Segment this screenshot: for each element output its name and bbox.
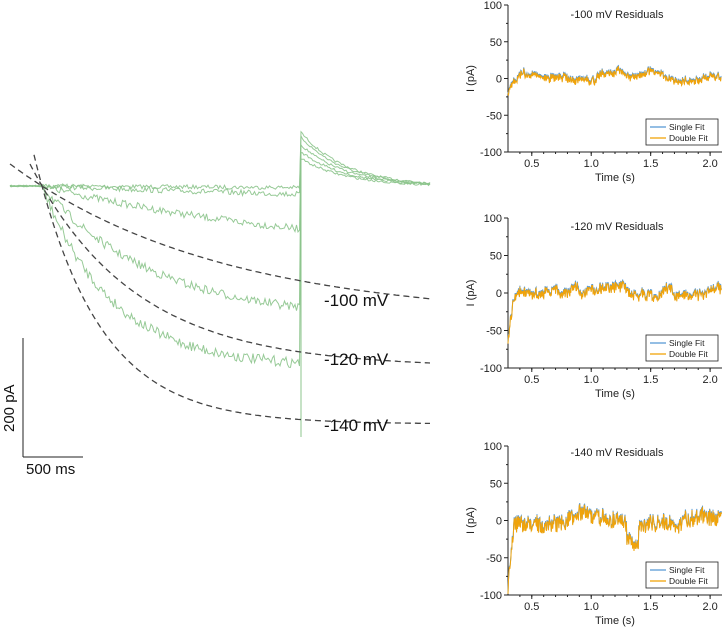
trace-lines bbox=[9, 130, 431, 437]
panel-title: -100 mV Residuals bbox=[571, 9, 664, 21]
y-axis-label: I (pA) bbox=[465, 280, 477, 307]
x-axis-label: Time (s) bbox=[595, 615, 635, 627]
x-tick-label: 1.5 bbox=[643, 158, 658, 170]
exponential-fit bbox=[33, 154, 430, 425]
scale-bar-time-label: 500 ms bbox=[26, 461, 75, 478]
y-tick-label: -50 bbox=[486, 326, 502, 338]
x-tick-label: 1.5 bbox=[643, 601, 658, 613]
panel-title: -120 mV Residuals bbox=[571, 221, 664, 233]
current-trace bbox=[9, 135, 431, 198]
exponential-fit bbox=[29, 163, 431, 364]
x-tick-label: 1.0 bbox=[584, 374, 599, 386]
residuals-panel-100mv: 100 50 0 -50 -100 0.5 1.0 1.5 2.0 Time (s) I (pA) -… bbox=[465, 0, 722, 184]
exponential-fit bbox=[9, 163, 431, 300]
fit-label-120mv: -120 mV bbox=[324, 350, 389, 369]
y-tick-label: -50 bbox=[486, 553, 502, 565]
double-fit-residual-line bbox=[507, 280, 722, 344]
y-tick-label: -100 bbox=[480, 363, 502, 375]
fit-label-100mv: -100 mV bbox=[324, 291, 389, 310]
current-trace bbox=[9, 152, 431, 311]
fit-label-140mv: -140 mV bbox=[324, 416, 389, 435]
double-fit-residual-line bbox=[507, 504, 722, 594]
legend-box bbox=[645, 118, 719, 146]
y-tick-label: 100 bbox=[484, 441, 502, 453]
x-axis-label: Time (s) bbox=[595, 172, 635, 184]
current-trace bbox=[9, 143, 431, 234]
fit-lines bbox=[9, 154, 431, 425]
legend-box bbox=[645, 334, 719, 362]
y-tick-label: 100 bbox=[484, 213, 502, 225]
current-traces-panel: -100 mV -120 mV -140 mV 200 pA 500 ms bbox=[1, 130, 431, 478]
y-tick-label: -100 bbox=[480, 147, 502, 159]
y-tick-label: 0 bbox=[496, 288, 502, 300]
x-tick-label: 1.0 bbox=[584, 601, 599, 613]
residuals-panel-120mv: 100 50 0 -50 -100 0.5 1.0 1.5 2.0 Time (s) I (pA) -… bbox=[465, 213, 722, 400]
panel-title: -140 mV Residuals bbox=[571, 447, 664, 459]
y-axis-label: I (pA) bbox=[465, 507, 477, 534]
scale-bar: 200 pA 500 ms bbox=[1, 338, 83, 478]
legend-label: Single Fit bbox=[669, 338, 705, 348]
x-tick-label: 0.5 bbox=[524, 158, 539, 170]
x-tick-label: 1.5 bbox=[643, 374, 658, 386]
y-tick-label: -50 bbox=[486, 110, 502, 122]
legend-label: Double Fit bbox=[669, 133, 708, 143]
legend-label: Double Fit bbox=[669, 349, 708, 359]
double-fit-residual-line bbox=[507, 66, 722, 96]
y-tick-label: 0 bbox=[496, 516, 502, 528]
y-tick-label: 50 bbox=[490, 37, 502, 49]
y-tick-label: -100 bbox=[480, 590, 502, 602]
x-tick-label: 2.0 bbox=[702, 374, 717, 386]
x-tick-label: 0.5 bbox=[524, 601, 539, 613]
legend-label: Single Fit bbox=[669, 122, 705, 132]
y-tick-label: 100 bbox=[484, 0, 502, 12]
x-tick-label: 2.0 bbox=[702, 158, 717, 170]
x-tick-label: 2.0 bbox=[702, 601, 717, 613]
y-tick-label: 50 bbox=[490, 478, 502, 490]
y-tick-label: 0 bbox=[496, 74, 502, 86]
residuals-panel-140mv: 100 50 0 -50 -100 0.5 1.0 1.5 2.0 Time (s) I (pA) -… bbox=[465, 441, 722, 627]
x-axis-label: Time (s) bbox=[595, 388, 635, 400]
current-trace bbox=[9, 130, 431, 190]
current-trace bbox=[9, 158, 431, 368]
x-tick-label: 1.0 bbox=[584, 158, 599, 170]
legend-label: Double Fit bbox=[669, 576, 708, 586]
scale-bar-current-label: 200 pA bbox=[1, 384, 18, 432]
y-tick-label: 50 bbox=[490, 251, 502, 263]
legend-box bbox=[645, 561, 719, 589]
legend-label: Single Fit bbox=[669, 565, 705, 575]
y-axis-label: I (pA) bbox=[465, 65, 477, 92]
x-tick-label: 0.5 bbox=[524, 374, 539, 386]
